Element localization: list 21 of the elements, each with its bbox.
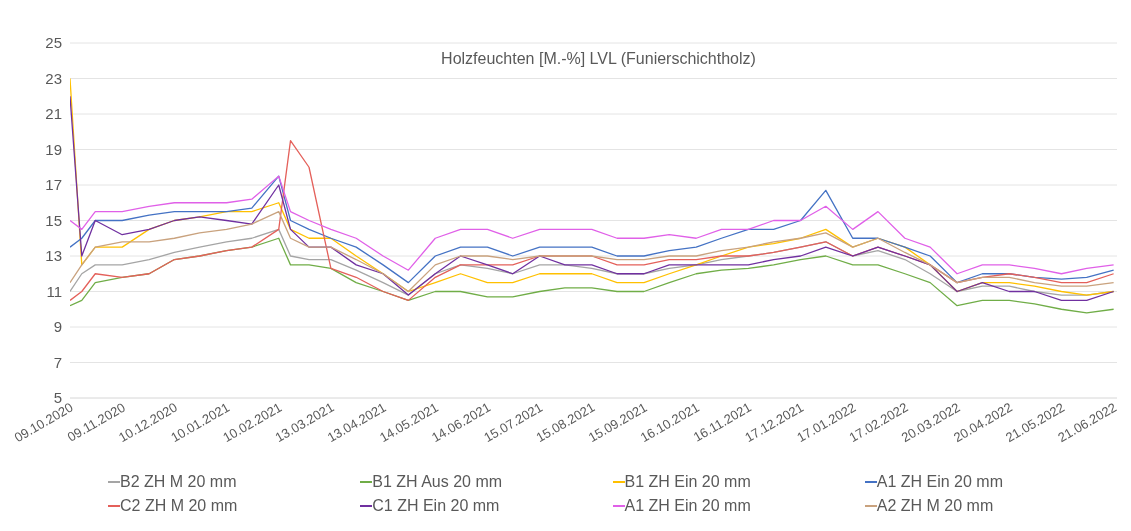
y-tick-label: 17 — [45, 176, 62, 194]
legend-label: A2 ZH M 20 mm — [876, 497, 994, 515]
y-tick-label: 25 — [45, 34, 62, 52]
y-tick-label: 15 — [45, 211, 62, 229]
legend-label: B2 ZH M 20 mm — [120, 473, 237, 491]
y-tick-label: 21 — [45, 105, 62, 123]
legend-label: B1 ZH Ein 20 mm — [624, 473, 751, 491]
line-series — [70, 210, 1115, 293]
legend-label: A1 ZH Ein 20 mm — [624, 497, 751, 515]
y-tick-label: 19 — [45, 140, 62, 158]
legend-label: A1 ZH Ein 20 mm — [876, 473, 1004, 491]
legend-label: C1 ZH Ein 20 mm — [372, 497, 500, 515]
y-tick-label: 7 — [53, 353, 62, 371]
y-tick-label: 23 — [45, 69, 62, 87]
y-tick-label: 13 — [45, 247, 62, 265]
y-tick-label: 5 — [53, 389, 62, 407]
legend-label: B1 ZH Aus 20 mm — [372, 473, 503, 491]
y-tick-label: 9 — [53, 318, 62, 336]
chart-title: Holzfeuchten [M.-%] LVL (Funierschichtholz) — [440, 50, 757, 68]
y-tick-label: 11 — [46, 282, 62, 300]
legend-label: C2 ZH M 20 mm — [120, 497, 238, 515]
